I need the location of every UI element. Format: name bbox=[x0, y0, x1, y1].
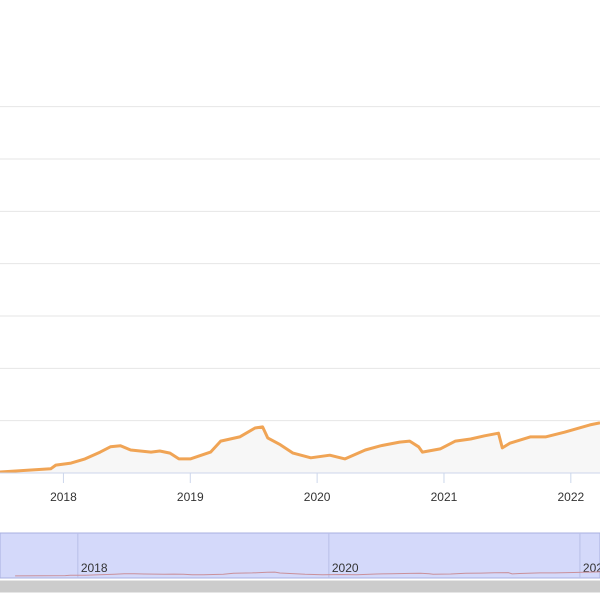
x-tick-label: 2021 bbox=[431, 490, 458, 504]
scrollbar-thumb[interactable] bbox=[0, 581, 600, 592]
x-tick-label: 2019 bbox=[177, 490, 204, 504]
navigator-tick-label: 2018 bbox=[81, 561, 108, 575]
navigator-tick-label: 2020 bbox=[332, 561, 359, 575]
area-fill bbox=[0, 422, 600, 473]
navigator-selection[interactable] bbox=[0, 532, 600, 579]
price-line bbox=[0, 421, 600, 474]
navigator-tick-label: 2022 bbox=[583, 561, 600, 575]
x-tick-label: 2022 bbox=[557, 490, 584, 504]
navigator-line bbox=[15, 571, 600, 577]
x-tick-label: 2020 bbox=[304, 490, 331, 504]
x-tick-label: 2018 bbox=[50, 490, 77, 504]
